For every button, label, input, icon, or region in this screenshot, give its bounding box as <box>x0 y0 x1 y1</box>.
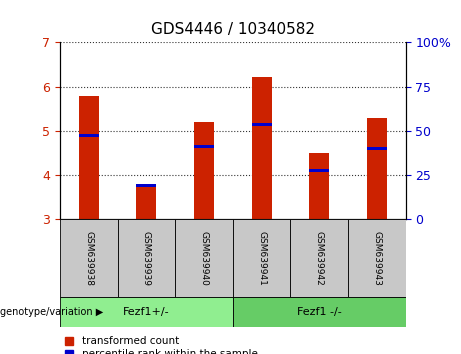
Bar <box>309 153 329 219</box>
Bar <box>175 219 233 297</box>
Bar <box>233 219 290 297</box>
Text: GSM639939: GSM639939 <box>142 231 151 286</box>
Bar <box>290 219 348 297</box>
Bar <box>79 134 99 137</box>
Text: GSM639942: GSM639942 <box>315 231 324 286</box>
Text: genotype/variation ▶: genotype/variation ▶ <box>0 307 103 318</box>
Text: GSM639940: GSM639940 <box>200 231 208 286</box>
Bar <box>309 169 329 172</box>
Bar <box>348 219 406 297</box>
Bar <box>79 96 99 219</box>
Text: Fezf1 -/-: Fezf1 -/- <box>297 307 342 318</box>
Title: GDS4446 / 10340582: GDS4446 / 10340582 <box>151 22 315 37</box>
Text: GSM639938: GSM639938 <box>84 231 93 286</box>
Bar <box>367 147 387 150</box>
Bar <box>60 297 233 327</box>
Text: GSM639941: GSM639941 <box>257 231 266 286</box>
Bar <box>118 219 175 297</box>
Bar <box>136 184 156 187</box>
Bar <box>367 118 387 219</box>
Bar <box>136 186 156 219</box>
Bar <box>252 77 272 219</box>
Bar <box>252 123 272 126</box>
Bar <box>233 297 406 327</box>
Text: GSM639943: GSM639943 <box>372 231 381 286</box>
Bar <box>60 219 118 297</box>
Text: Fezf1+/-: Fezf1+/- <box>123 307 170 318</box>
Bar <box>194 122 214 219</box>
Bar <box>194 145 214 148</box>
Legend: transformed count, percentile rank within the sample: transformed count, percentile rank withi… <box>65 336 258 354</box>
